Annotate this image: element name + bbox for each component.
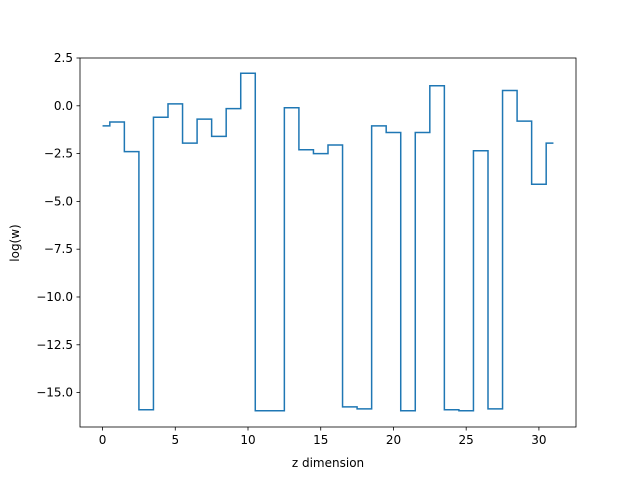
x-tick-label: 5 [171, 433, 179, 447]
x-tick-label: 25 [459, 433, 474, 447]
y-tick-label: −7.5 [44, 242, 73, 256]
x-tick-label: 0 [99, 433, 107, 447]
x-tick-label: 20 [386, 433, 401, 447]
y-tick-label: −2.5 [44, 147, 73, 161]
x-tick-label: 10 [240, 433, 255, 447]
x-axis-label: z dimension [292, 456, 364, 470]
x-tick-label: 30 [531, 433, 546, 447]
x-tick-label: 15 [313, 433, 328, 447]
y-tick-label: 0.0 [54, 99, 73, 113]
axes-frame [79, 57, 577, 428]
y-axis-label: log(w) [8, 224, 22, 261]
y-tick-label: −12.5 [36, 338, 73, 352]
y-tick-label: −10.0 [36, 290, 73, 304]
y-tick-label: 2.5 [54, 51, 73, 65]
y-tick-label: −5.0 [44, 194, 73, 208]
plot-area: 0 5 10 15 20 25 30 2.5 0.0 −2.5 −5.0 −7.5 −10.0 −12.5… [36, 51, 577, 447]
y-tick-label: −15.0 [36, 386, 73, 400]
series-line-0 [102, 72, 554, 412]
